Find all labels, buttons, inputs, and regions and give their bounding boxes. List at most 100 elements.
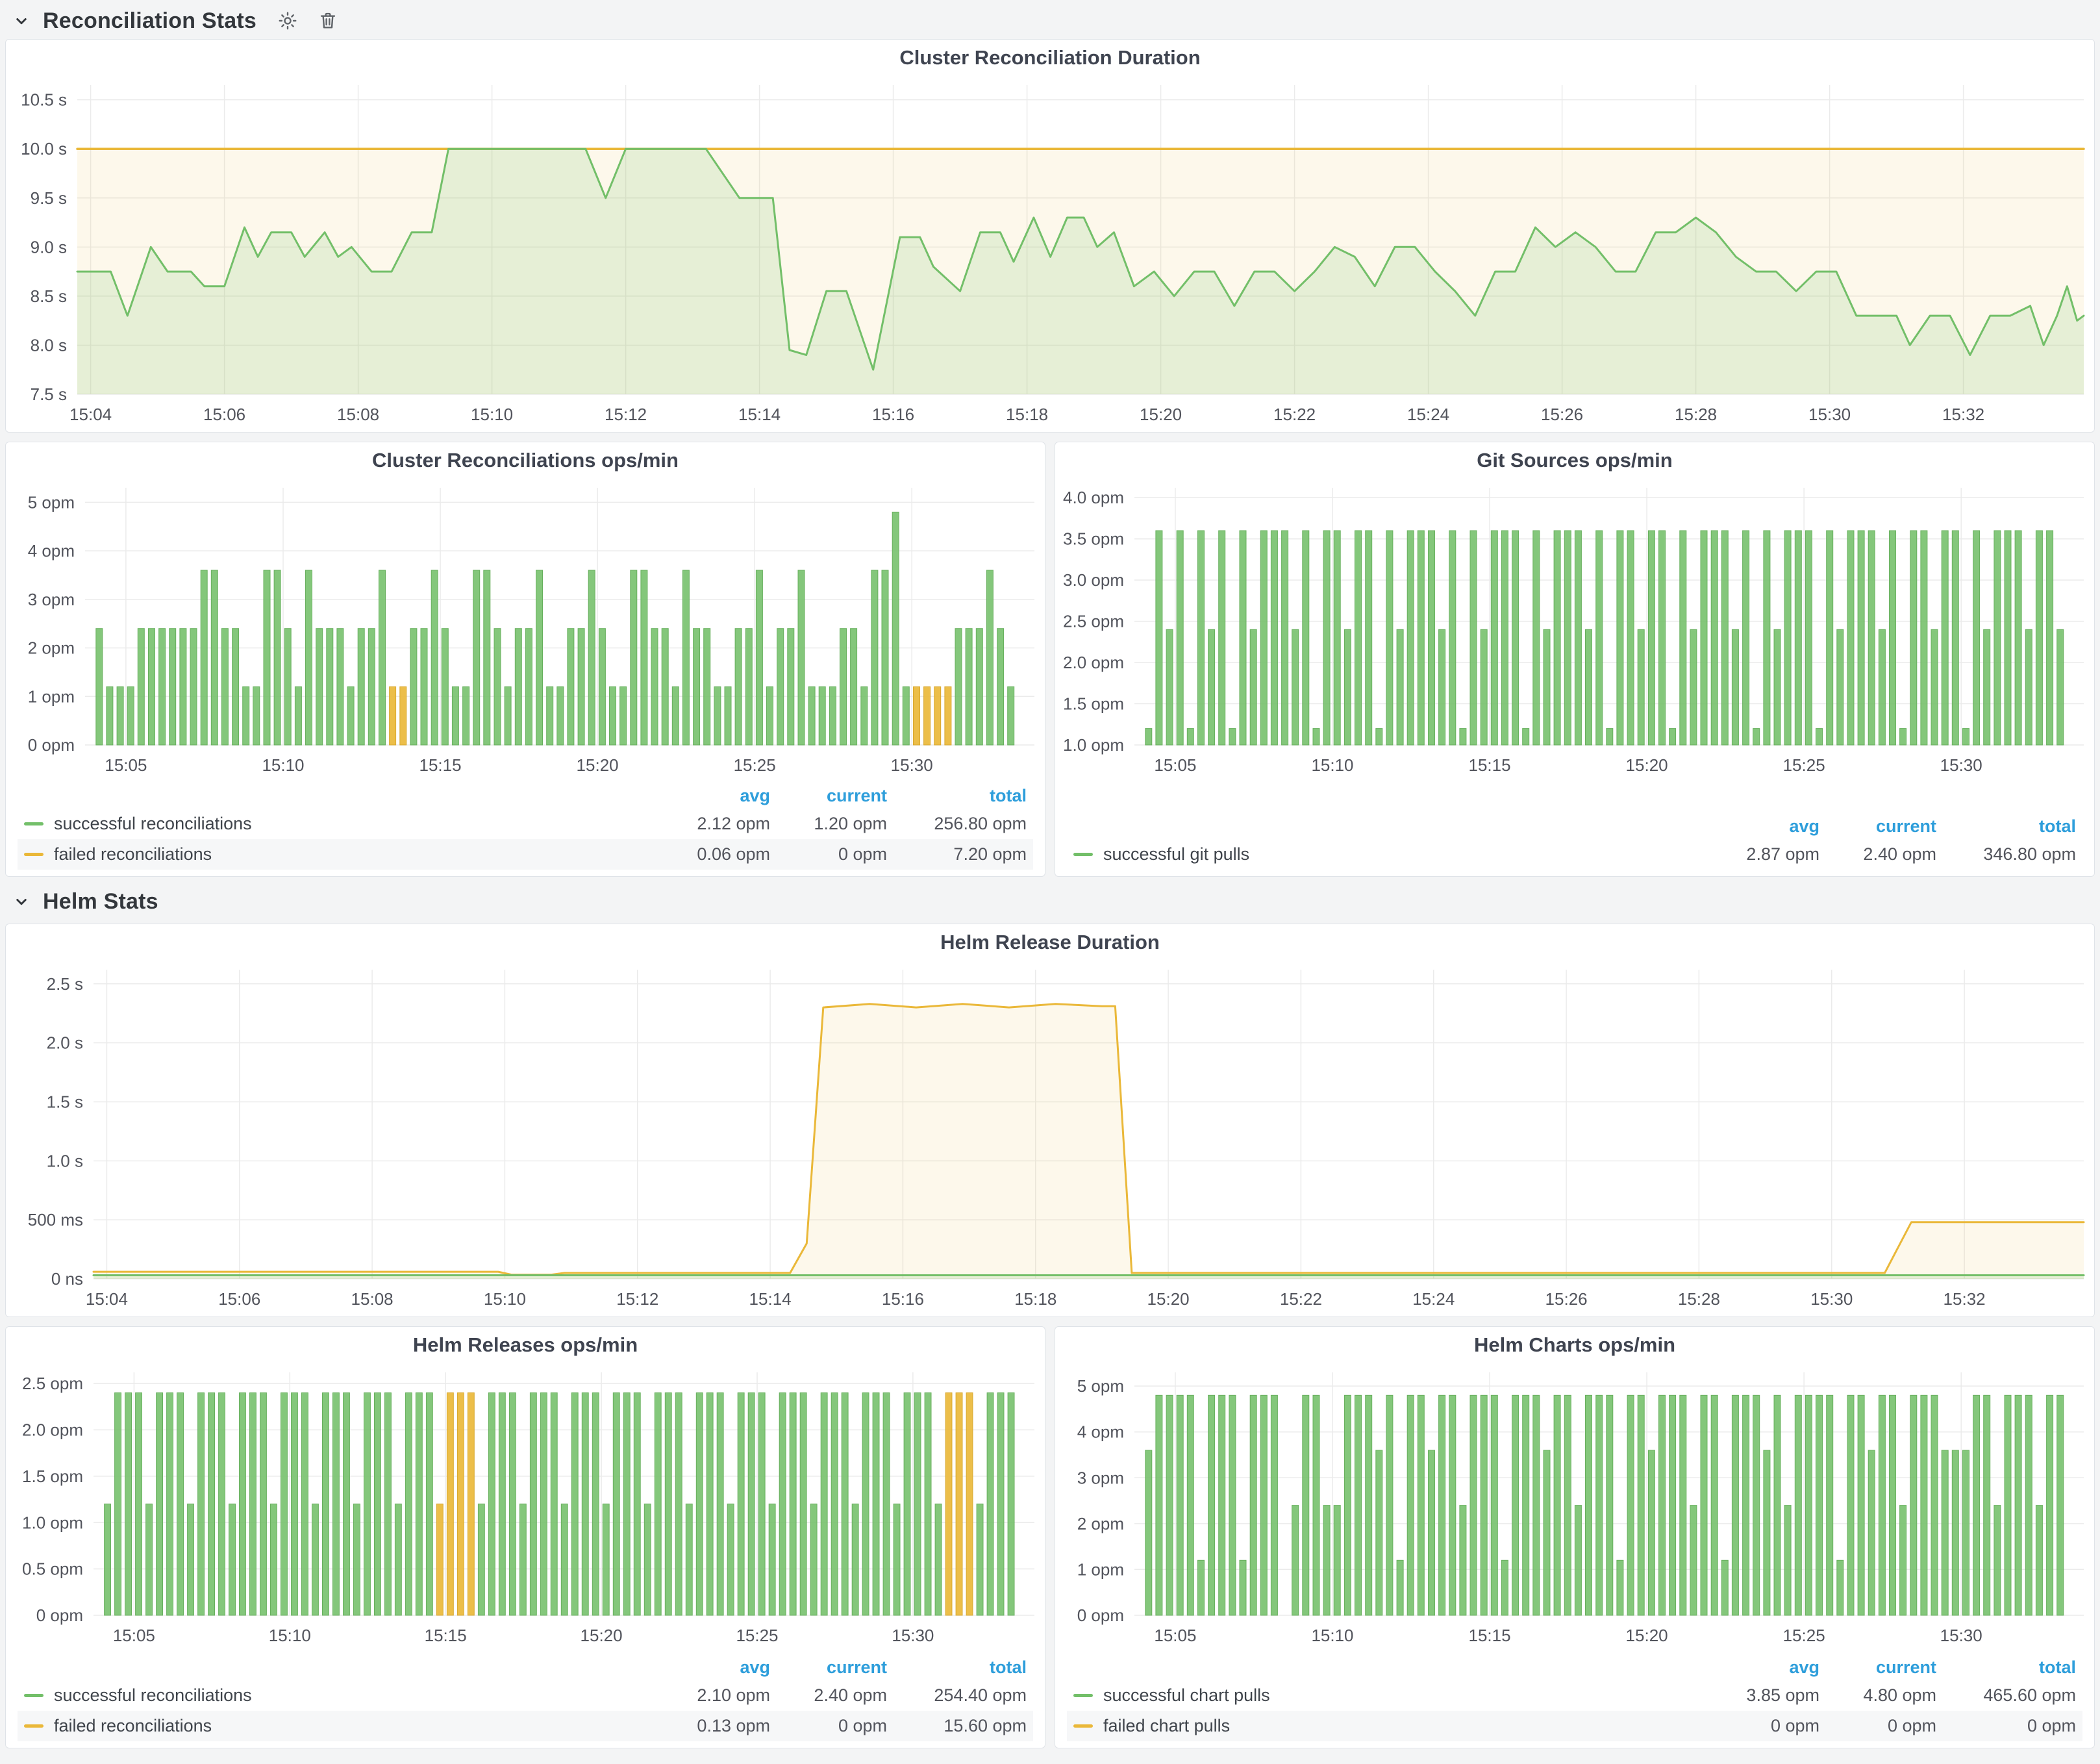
svg-text:15:12: 15:12 bbox=[616, 1289, 658, 1309]
legend-stat: 465.60 opm bbox=[1983, 1685, 2076, 1705]
svg-text:2.0 opm: 2.0 opm bbox=[22, 1420, 83, 1440]
svg-text:15:05: 15:05 bbox=[113, 1626, 155, 1645]
legend-series-label[interactable]: failed reconciliations bbox=[24, 1716, 653, 1736]
legend-series-label[interactable]: successful git pulls bbox=[1073, 844, 1703, 864]
panel-helm-releases-opm: Helm Releases ops/min 0 opm 0.5 opm 1.0 op… bbox=[5, 1326, 1045, 1748]
svg-text:9.5 s: 9.5 s bbox=[31, 188, 67, 208]
svg-text:15:26: 15:26 bbox=[1545, 1289, 1588, 1309]
svg-text:15:25: 15:25 bbox=[734, 755, 776, 775]
svg-text:15:30: 15:30 bbox=[1808, 405, 1851, 424]
legend-column-avg[interactable]: avg bbox=[740, 1657, 770, 1677]
legend-column-total[interactable]: total bbox=[2039, 1657, 2076, 1677]
panel-git-sources-opm: Git Sources ops/min 1.0 opm 1.5 opm 2.0 op… bbox=[1055, 442, 2095, 877]
legend-stat: 0 opm bbox=[1770, 1716, 1819, 1735]
svg-text:15:25: 15:25 bbox=[736, 1626, 778, 1645]
section-title[interactable]: Reconciliation Stats bbox=[43, 8, 256, 33]
svg-text:15:06: 15:06 bbox=[203, 405, 245, 424]
svg-text:8.0 s: 8.0 s bbox=[31, 335, 67, 355]
legend-row: successful reconciliations 2.10 opm 2.40 o… bbox=[18, 1680, 1033, 1711]
panel-title[interactable]: Cluster Reconciliation Duration bbox=[899, 46, 1201, 69]
gear-icon[interactable] bbox=[277, 10, 298, 31]
svg-text:15:05: 15:05 bbox=[1154, 1626, 1196, 1645]
panel-title[interactable]: Helm Releases ops/min bbox=[412, 1333, 638, 1356]
legend-column-avg[interactable]: avg bbox=[1789, 1657, 1819, 1677]
legend-column-total[interactable]: total bbox=[990, 785, 1027, 805]
chevron-down-icon[interactable] bbox=[12, 11, 31, 31]
svg-text:15:25: 15:25 bbox=[1783, 1626, 1825, 1645]
series-color-dash-icon bbox=[24, 1694, 44, 1697]
svg-text:15:22: 15:22 bbox=[1273, 405, 1316, 424]
legend-stat: 15.60 opm bbox=[944, 1716, 1027, 1735]
panel-title[interactable]: Helm Release Duration bbox=[940, 931, 1160, 953]
svg-text:5 opm: 5 opm bbox=[1077, 1376, 1124, 1396]
svg-text:2.5 opm: 2.5 opm bbox=[1063, 612, 1124, 631]
panel-title[interactable]: Cluster Reconciliations ops/min bbox=[372, 449, 679, 472]
legend-header: avg current total bbox=[1067, 1654, 2082, 1680]
svg-text:15:20: 15:20 bbox=[1147, 1289, 1190, 1309]
helm-release-duration-chart[interactable]: 0 ns 500 ms 1.0 s 1.5 s 2.0 s 2.5 s 15:04 15:06… bbox=[6, 961, 2094, 1315]
legend-column-current[interactable]: current bbox=[826, 785, 887, 805]
section-title[interactable]: Helm Stats bbox=[43, 888, 158, 914]
svg-text:15:30: 15:30 bbox=[1940, 1626, 1982, 1645]
legend-stat: 2.10 opm bbox=[697, 1685, 770, 1705]
svg-text:0.5 opm: 0.5 opm bbox=[22, 1559, 83, 1579]
legend-header: avg current total bbox=[1067, 813, 2082, 839]
svg-text:15:12: 15:12 bbox=[605, 405, 647, 424]
git-sources-opm-chart[interactable]: 1.0 opm 1.5 opm 2.0 opm 2.5 opm 3.0 opm 3.5 o… bbox=[1055, 479, 2094, 781]
series-color-dash-icon bbox=[24, 822, 44, 825]
svg-text:15:14: 15:14 bbox=[749, 1289, 792, 1309]
svg-text:3.5 opm: 3.5 opm bbox=[1063, 529, 1124, 549]
panel-title[interactable]: Git Sources ops/min bbox=[1477, 449, 1673, 472]
legend-column-current[interactable]: current bbox=[826, 1657, 887, 1677]
legend: avg current total successful chart pulls 3.8… bbox=[1055, 1654, 2094, 1748]
legend-row: successful chart pulls 3.85 opm 4.80 opm 46… bbox=[1067, 1680, 2082, 1711]
svg-text:0 opm: 0 opm bbox=[1077, 1606, 1124, 1625]
chevron-down-icon[interactable] bbox=[12, 892, 31, 911]
svg-text:15:32: 15:32 bbox=[1942, 405, 1984, 424]
row-header-reconciliation-stats[interactable]: Reconciliation Stats bbox=[5, 5, 2095, 36]
svg-text:15:24: 15:24 bbox=[1412, 1289, 1455, 1309]
helm-charts-opm-chart[interactable]: 0 opm 1 opm 2 opm 3 opm 4 opm 5 opm 15:05 15:10… bbox=[1055, 1363, 2094, 1652]
svg-text:1.0 s: 1.0 s bbox=[47, 1151, 83, 1170]
legend-series-label[interactable]: failed chart pulls bbox=[1073, 1716, 1703, 1736]
svg-text:15:08: 15:08 bbox=[351, 1289, 394, 1309]
svg-text:7.5 s: 7.5 s bbox=[31, 384, 67, 404]
legend-series-label[interactable]: successful chart pulls bbox=[1073, 1685, 1703, 1706]
legend-series-label[interactable]: successful reconciliations bbox=[24, 1685, 653, 1706]
legend: avg current total successful reconciliation… bbox=[6, 1654, 1045, 1748]
svg-text:15:20: 15:20 bbox=[1626, 755, 1668, 775]
legend-row: failed reconciliations 0.06 opm 0 opm 7.20 … bbox=[18, 839, 1033, 870]
svg-text:15:30: 15:30 bbox=[1810, 1289, 1853, 1309]
svg-text:2 opm: 2 opm bbox=[1077, 1514, 1124, 1533]
panel-helm-charts-opm: Helm Charts ops/min 0 opm 1 opm 2 opm 3 opm… bbox=[1055, 1326, 2095, 1748]
svg-text:2.5 s: 2.5 s bbox=[47, 974, 83, 994]
legend-stat: 0 opm bbox=[1887, 1716, 1936, 1735]
legend-row: successful reconciliations 2.12 opm 1.20 o… bbox=[18, 809, 1033, 839]
legend-stat: 2.87 opm bbox=[1746, 844, 1819, 864]
legend-row: failed reconciliations 0.13 opm 0 opm 15.60… bbox=[18, 1711, 1033, 1741]
helm-releases-opm-chart[interactable]: 0 opm 0.5 opm 1.0 opm 1.5 opm 2.0 opm 2.5 opm… bbox=[6, 1363, 1045, 1652]
svg-text:15:08: 15:08 bbox=[337, 405, 379, 424]
legend-stat: 2.12 opm bbox=[697, 814, 770, 833]
legend-column-total[interactable]: total bbox=[990, 1657, 1027, 1677]
legend-column-current[interactable]: current bbox=[1875, 816, 1936, 836]
cluster-reconciliations-opm-chart[interactable]: 0 opm 1 opm 2 opm 3 opm 4 opm 5 opm 15:05 15:10… bbox=[6, 479, 1045, 781]
legend-column-current[interactable]: current bbox=[1875, 1657, 1936, 1677]
row-header-helm-stats[interactable]: Helm Stats bbox=[5, 886, 2095, 917]
legend-column-avg[interactable]: avg bbox=[1789, 816, 1819, 836]
legend-stat: 2.40 opm bbox=[814, 1685, 887, 1705]
svg-text:15:30: 15:30 bbox=[892, 1626, 934, 1645]
legend-series-label[interactable]: successful reconciliations bbox=[24, 814, 653, 834]
legend-stat: 7.20 opm bbox=[953, 844, 1027, 864]
legend-column-avg[interactable]: avg bbox=[740, 785, 770, 805]
legend-series-label[interactable]: failed reconciliations bbox=[24, 844, 653, 864]
trash-icon[interactable] bbox=[318, 10, 338, 31]
legend-stat: 256.80 opm bbox=[934, 814, 1027, 833]
cluster-reconciliation-duration-chart[interactable]: 7.5 s 8.0 s 8.5 s 9.0 s 9.5 s 10.0 s 10.5 s 15:… bbox=[6, 76, 2094, 431]
legend-column-total[interactable]: total bbox=[2039, 816, 2076, 836]
svg-text:15:14: 15:14 bbox=[738, 405, 781, 424]
svg-text:15:15: 15:15 bbox=[1469, 755, 1511, 775]
panel-title[interactable]: Helm Charts ops/min bbox=[1473, 1333, 1676, 1356]
svg-text:0 opm: 0 opm bbox=[28, 735, 75, 755]
